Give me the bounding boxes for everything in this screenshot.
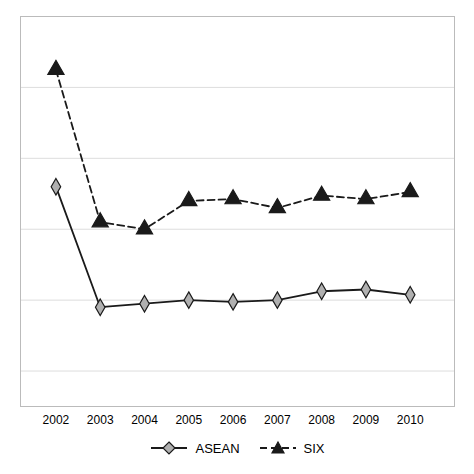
svg-text:2007: 2007 [264,413,291,427]
svg-text:2009: 2009 [353,413,380,427]
svg-text:2005: 2005 [175,413,202,427]
svg-text:2003: 2003 [87,413,114,427]
html-text:ASEAN: ASEAN [195,440,240,456]
svg-text:2008: 2008 [308,413,335,427]
svg-text:2010: 2010 [397,413,424,427]
svg-text:2004: 2004 [131,413,158,427]
svg-text:2006: 2006 [220,413,247,427]
html-text:SIX: SIX [303,440,325,456]
svg-text:2002: 2002 [43,413,70,427]
